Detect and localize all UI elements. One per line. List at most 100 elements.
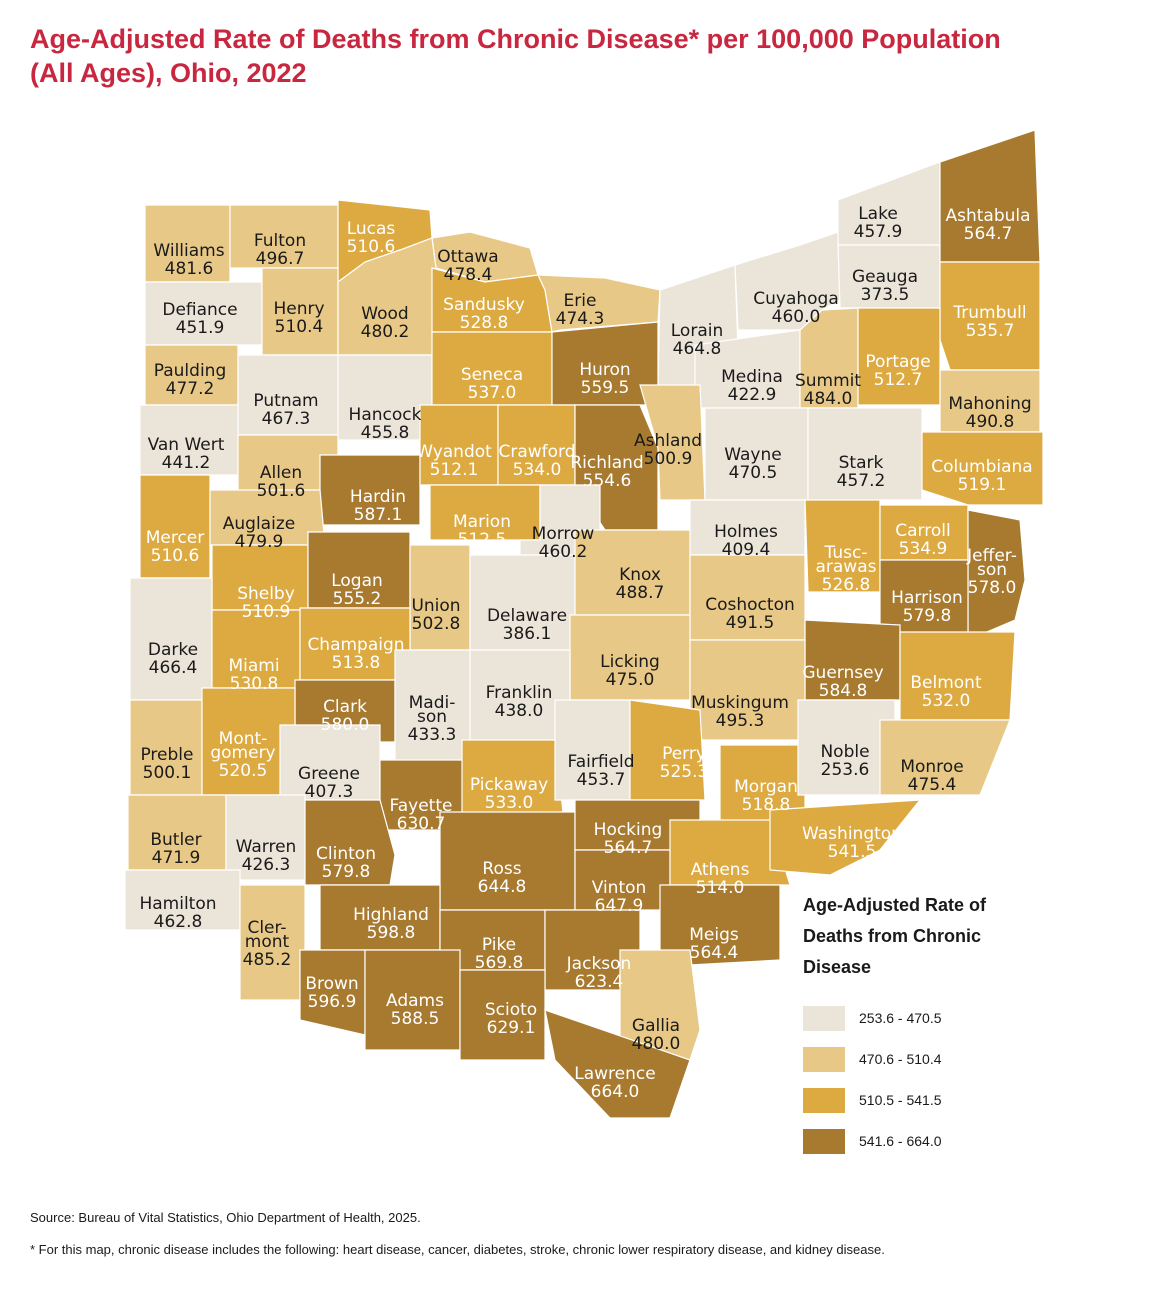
county-name-pike: Pike — [482, 935, 516, 955]
county-scioto — [459, 969, 546, 1061]
county-value-putnam: 467.3 — [262, 409, 311, 429]
county-name-athens: Athens — [691, 860, 750, 880]
county-value-franklin: 438.0 — [495, 701, 544, 721]
county-value-hardin: 587.1 — [354, 505, 403, 525]
county-name-putnam: Putnam — [253, 391, 318, 411]
county-name-butler: Butler — [150, 830, 201, 850]
county-value-fulton: 496.7 — [256, 249, 305, 269]
county-value-carroll: 534.9 — [899, 539, 948, 559]
county-name-williams: Williams — [153, 241, 224, 261]
county-lawrence — [544, 1009, 691, 1119]
county-name-trumbull: Trumbull — [952, 303, 1026, 323]
county-value-champaign: 513.8 — [332, 653, 381, 673]
county-value-trumbull: 535.7 — [966, 321, 1015, 341]
county-ashland — [639, 384, 706, 501]
county-name-knox: Knox — [619, 565, 661, 585]
county-name-ottawa: Ottawa — [437, 247, 498, 267]
legend-item-4: 541.6 - 664.0 — [803, 1128, 942, 1154]
county-value-henry: 510.4 — [275, 317, 324, 337]
county-value-knox: 488.7 — [616, 583, 665, 603]
county-name-brown: Brown — [305, 974, 358, 994]
county-name-van-wert: Van Wert — [148, 435, 225, 455]
county-value-vinton: 647.9 — [595, 896, 644, 916]
legend-item-3: 510.5 - 541.5 — [803, 1087, 942, 1113]
county-value-darke: 466.4 — [149, 658, 198, 678]
county-value-ashland: 500.9 — [644, 449, 693, 469]
county-name-harrison: Harrison — [891, 588, 963, 608]
county-value-jefferson: 578.0 — [968, 578, 1017, 598]
county-value-union: 502.8 — [412, 614, 461, 634]
county-name-miami: Miami — [228, 656, 279, 676]
county-name-wyandot: Wyandot — [416, 442, 492, 462]
footnote: * For this map, chronic disease includes… — [30, 1242, 885, 1257]
county-name-scioto: Scioto — [485, 1000, 537, 1020]
county-name-paulding: Paulding — [154, 361, 226, 381]
county-name-huron: Huron — [579, 360, 630, 380]
county-value-morrow: 460.2 — [539, 542, 588, 562]
county-name-erie: Erie — [564, 291, 597, 311]
county-name-mahoning: Mahoning — [948, 394, 1031, 414]
county-value-logan: 555.2 — [333, 589, 382, 609]
county-value-lucas: 510.6 — [347, 237, 396, 257]
county-value-geauga: 373.5 — [861, 285, 910, 305]
county-value-washington: 541.5 — [828, 842, 877, 862]
county-value-hancock: 455.8 — [361, 423, 410, 443]
county-value-tuscarawas: 526.8 — [822, 575, 871, 595]
county-name-morrow: Morrow — [532, 524, 595, 544]
county-name-seneca: Seneca — [461, 365, 523, 385]
county-erie — [537, 274, 661, 333]
county-name-adams: Adams — [386, 991, 444, 1011]
county-value-shelby: 510.9 — [242, 602, 291, 622]
county-value-fayette: 630.7 — [397, 814, 446, 834]
county-name-greene: Greene — [298, 764, 360, 784]
county-name-clark: Clark — [323, 697, 367, 717]
legend-label-2: 470.6 - 510.4 — [859, 1051, 942, 1067]
county-name-guernsey: Guernsey — [802, 663, 883, 683]
county-name-tuscarawas: Tusc- — [824, 543, 868, 563]
county-washington — [769, 799, 922, 876]
county-value-summit: 484.0 — [804, 389, 853, 409]
county-perry — [629, 699, 706, 801]
county-name-vinton: Vinton — [592, 878, 647, 898]
county-name-allen: Allen — [260, 463, 302, 483]
county-value-mercer: 510.6 — [151, 546, 200, 566]
county-value-cuyahoga: 460.0 — [772, 307, 821, 327]
county-value-crawford: 534.0 — [513, 460, 562, 480]
county-name-geauga: Geauga — [852, 267, 918, 287]
county-value-preble: 500.1 — [143, 763, 192, 783]
county-value-jackson: 623.4 — [575, 972, 624, 992]
county-value-scioto: 629.1 — [487, 1018, 536, 1038]
county-name-tuscarawas: arawas — [815, 557, 876, 577]
county-stark — [807, 407, 923, 501]
county-name-columbiana: Columbiana — [931, 457, 1032, 477]
county-value-wood: 480.2 — [361, 322, 410, 342]
county-value-mahoning: 490.8 — [966, 412, 1015, 432]
county-name-hamilton: Hamilton — [139, 894, 216, 914]
county-value-van-wert: 441.2 — [162, 453, 211, 473]
county-value-montgomery: 520.5 — [219, 761, 268, 781]
county-name-washington: Washington — [802, 824, 902, 844]
county-name-meigs: Meigs — [689, 925, 739, 945]
county-value-perry: 525.3 — [660, 762, 709, 782]
county-value-warren: 426.3 — [242, 855, 291, 875]
county-value-belmont: 532.0 — [922, 691, 971, 711]
county-value-pickaway: 533.0 — [485, 793, 534, 813]
county-name-highland: Highland — [353, 905, 429, 925]
county-name-fayette: Fayette — [390, 796, 453, 816]
county-value-brown: 596.9 — [308, 992, 357, 1012]
county-name-defiance: Defiance — [162, 300, 237, 320]
county-value-meigs: 564.4 — [690, 943, 739, 963]
county-name-champaign: Champaign — [307, 635, 404, 655]
county-value-richland: 554.6 — [583, 471, 632, 491]
county-value-fairfield: 453.7 — [577, 770, 626, 790]
county-name-fairfield: Fairfield — [567, 752, 634, 772]
county-value-paulding: 477.2 — [166, 379, 215, 399]
county-value-wyandot: 512.1 — [430, 460, 479, 480]
county-name-morgan: Morgan — [734, 777, 798, 797]
county-name-marion: Marion — [453, 512, 511, 532]
county-name-delaware: Delaware — [487, 606, 567, 626]
county-value-marion: 512.5 — [458, 530, 507, 550]
legend-swatch-4 — [803, 1128, 845, 1154]
county-value-ottawa: 478.4 — [444, 265, 493, 285]
county-name-gallia: Gallia — [632, 1016, 680, 1036]
